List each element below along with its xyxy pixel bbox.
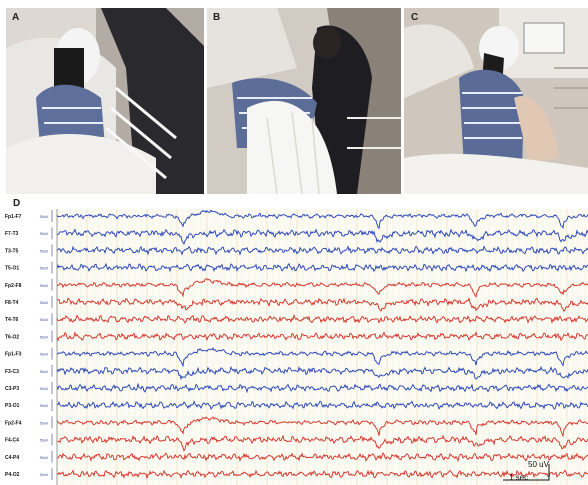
channel-unit: 50uV: [40, 301, 49, 305]
eeg-trace: [56, 452, 588, 463]
eeg-trace: [56, 434, 588, 452]
eeg-trace: [56, 416, 588, 438]
channel-unit: 50uV: [40, 473, 49, 477]
photo-panel-c: [404, 8, 588, 194]
panel-c-letter: C: [411, 12, 419, 23]
panel-a-letter: A: [12, 12, 20, 23]
channel-label: Fp2-F8: [5, 283, 22, 289]
channel-label: P3-O1: [5, 403, 20, 409]
channel-unit: 50uV: [40, 370, 49, 374]
channel-unit: 50uV: [40, 421, 49, 425]
channel-unit: 50uV: [40, 249, 49, 253]
channel-unit: 50uV: [40, 284, 49, 288]
eeg-trace: [56, 365, 588, 381]
channel-label: Fp2-F4: [5, 420, 22, 426]
eeg-label-column: Fp1-F7 50uV F7-T3 50uV T3-T5 50uV T5-O1 50uV Fp2…: [5, 210, 53, 480]
eeg-trace: [56, 313, 588, 325]
channel-unit: 50uV: [40, 335, 49, 339]
panel-d-letter: D: [13, 198, 21, 209]
channel-unit: 50uV: [40, 267, 49, 271]
eeg-recording: Fp1-F7 50uV F7-T3 50uV T3-T5 50uV T5-O1 50uV Fp2…: [0, 209, 588, 485]
scale-bar: [503, 464, 550, 481]
eeg-trace: [56, 228, 588, 246]
eeg-trace: [56, 347, 588, 368]
scale-time-label: 1 sec: [509, 473, 529, 482]
photo-panel-a: [6, 8, 204, 194]
eeg-trace: [56, 209, 588, 230]
eeg-trace: [56, 331, 588, 342]
channel-label: F8-T4: [5, 300, 19, 306]
channel-label: T6-O2: [5, 334, 19, 340]
eeg-trace: [56, 297, 588, 313]
channel-unit: 50uV: [40, 404, 49, 408]
channel-label: F7-T3: [5, 231, 19, 237]
channel-unit: 50uV: [40, 353, 49, 357]
eeg-trace: [56, 262, 588, 273]
eeg-trace: [56, 382, 588, 394]
channel-label: C3-P3: [5, 386, 19, 392]
channel-label: F4-C4: [5, 438, 19, 444]
channel-label: T5-O1: [5, 266, 19, 272]
channel-label: Fp1-F3: [5, 352, 22, 358]
channel-label: T3-T5: [5, 248, 19, 254]
channel-unit: 50uV: [40, 232, 49, 236]
eeg-traces: [56, 209, 588, 480]
channel-unit: 50uV: [40, 387, 49, 391]
channel-label: T4-T6: [5, 317, 19, 323]
channel-label: F3-C3: [5, 369, 19, 375]
channel-label: C4-P4: [5, 455, 19, 461]
channel-label: P4-O2: [5, 472, 20, 478]
channel-unit: 50uV: [40, 439, 49, 443]
channel-label: Fp1-F7: [5, 214, 22, 220]
eeg-trace: [56, 245, 588, 256]
panel-b-letter: B: [213, 12, 221, 23]
eeg-trace: [56, 469, 588, 480]
eeg-trace: [56, 400, 588, 410]
channel-unit: 50uV: [40, 318, 49, 322]
eeg-trace: [56, 278, 588, 298]
photo-panel-b: [207, 8, 401, 194]
channel-unit: 50uV: [40, 456, 49, 460]
scale-voltage-label: 50 uV: [528, 460, 549, 469]
channel-unit: 50uV: [40, 215, 49, 219]
